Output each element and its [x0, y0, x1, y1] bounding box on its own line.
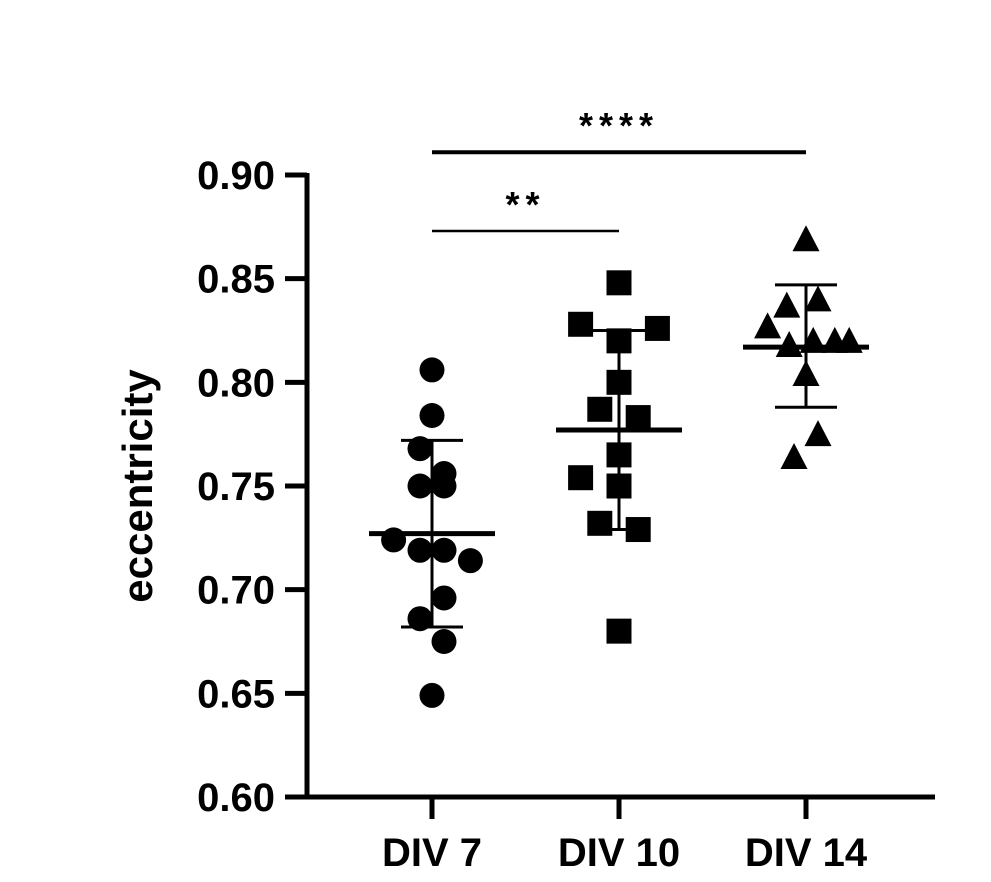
- data-point-circle: [431, 629, 457, 654]
- data-point-triangle: [804, 285, 832, 312]
- data-point-circle: [419, 682, 445, 708]
- y-axis-title: eccentricity: [114, 369, 161, 603]
- data-point-circle: [457, 548, 483, 574]
- y-tick-label: 0.90: [197, 154, 275, 198]
- data-point-circle: [407, 436, 433, 462]
- data-point-square: [568, 311, 594, 337]
- y-tick-label: 0.85: [197, 258, 275, 302]
- data-point-triangle: [773, 291, 801, 318]
- data-point-triangle: [775, 331, 803, 358]
- x-tick-label: DIV 10: [558, 831, 680, 875]
- significance-label: **: [505, 184, 545, 225]
- stats-layer: [369, 283, 869, 629]
- data-point-circle: [419, 357, 445, 383]
- significance-layer: ******: [432, 105, 806, 233]
- data-point-square: [606, 270, 632, 296]
- points-layer: [381, 225, 863, 708]
- x-tick-label: DIV 14: [745, 831, 868, 875]
- x-tick-label: DIV 7: [382, 831, 482, 875]
- data-point-square: [587, 510, 613, 536]
- significance-label: ****: [579, 105, 659, 146]
- data-point-circle: [407, 606, 433, 632]
- data-point-square: [644, 315, 670, 341]
- y-tick-label: 0.60: [197, 776, 275, 820]
- data-point-circle: [419, 403, 445, 429]
- axes-layer: 0.60 0.65 0.70 0.75 0.80 0.85 0.90 DIV 7 DIV 10 D…: [197, 154, 935, 875]
- data-point-circle: [407, 537, 433, 563]
- y-tick-label: 0.75: [197, 465, 275, 509]
- data-point-square: [587, 396, 613, 422]
- data-point-circle: [381, 527, 407, 553]
- data-point-triangle: [804, 420, 832, 447]
- data-point-triangle: [780, 442, 808, 469]
- data-point-triangle: [792, 225, 820, 252]
- y-tick-label: 0.80: [197, 361, 275, 405]
- y-tick-label: 0.65: [197, 672, 275, 716]
- data-point-circle: [431, 473, 457, 499]
- data-point-triangle: [754, 312, 782, 339]
- data-point-square: [625, 405, 651, 431]
- data-point-circle: [431, 585, 457, 611]
- data-point-circle: [431, 537, 457, 563]
- data-point-square: [568, 465, 594, 491]
- y-tick-label: 0.70: [197, 569, 275, 613]
- data-point-circle: [407, 473, 433, 499]
- data-point-square: [606, 618, 632, 644]
